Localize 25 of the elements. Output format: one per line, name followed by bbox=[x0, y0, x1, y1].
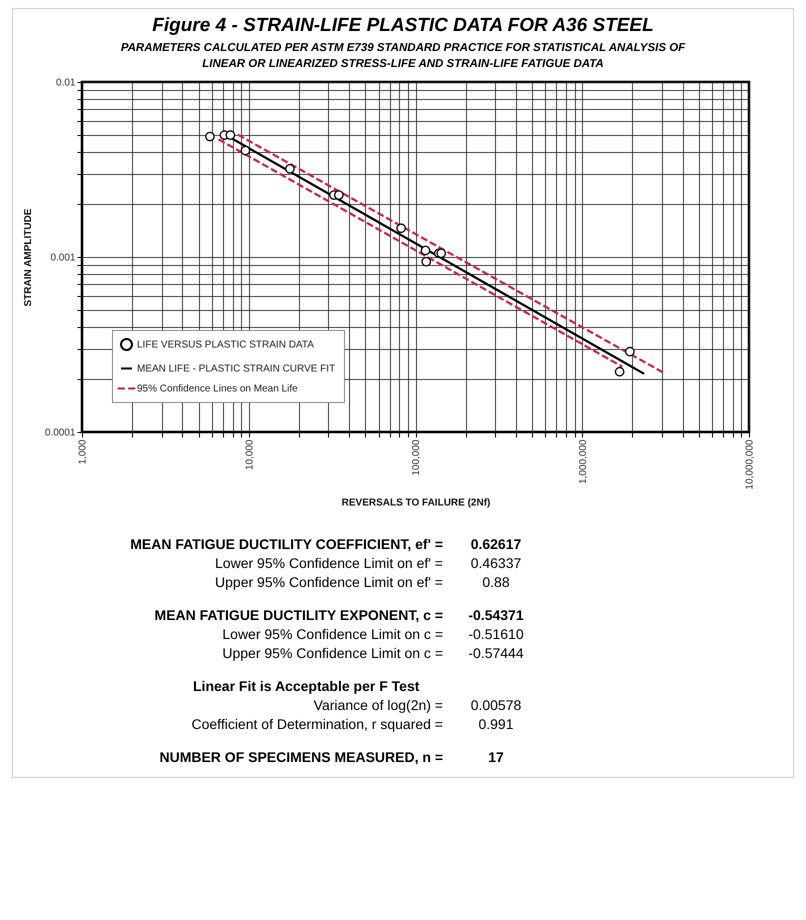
x-tick-label: 1,000 bbox=[78, 439, 88, 465]
text: Upper 95% Confidence Limit on c = -0.57444 bbox=[222, 645, 524, 661]
text: MEAN FATIGUE DUCTILITY COEFFICIENT, ef' = 0.62617 bbox=[130, 536, 522, 552]
x-tick-label: 10,000,000 bbox=[744, 439, 756, 490]
x-tick-label: 100,000 bbox=[411, 439, 422, 476]
legend-label: 95% Confidence Lines on Mean Life bbox=[137, 384, 298, 394]
x-tick-label: 1,000,000 bbox=[578, 439, 589, 484]
text: NUMBER OF SPECIMENS MEASURED, n = 17 bbox=[159, 749, 504, 765]
y-axis-title: STRAIN AMPLITUDE bbox=[22, 208, 34, 306]
x-tick-label: 10,000 bbox=[244, 439, 256, 470]
x-axis-title: REVERSALS TO FAILURE (2Nf) bbox=[342, 498, 490, 509]
legend-label: LIFE VERSUS PLASTIC STRAIN DATA bbox=[137, 340, 314, 350]
text: Coefficient of Determination, r squared = 0.991 bbox=[192, 716, 514, 732]
text: MEAN FATIGUE DUCTILITY EXPONENT, c = -0.54371 bbox=[154, 607, 524, 623]
text: Linear Fit is Acceptable per F Test bbox=[193, 677, 420, 696]
y-tick-label: 0.001 bbox=[50, 252, 76, 264]
chart-subtitle: PARAMETERS CALCULATED PER ASTM E739 STANDARD PRACTICE FOR STATISTICAL ANALYSIS OF LINEAR OR LINEARIZED STRESS-LIFE AND STRAIN-LIFE FATIGUE DATA bbox=[120, 41, 686, 72]
text: Upper 95% Confidence Limit on ef' = 0.88 bbox=[215, 574, 510, 590]
y-tick-label: 0.0001 bbox=[44, 428, 76, 438]
y-tick-label: 0.01 bbox=[56, 78, 76, 88]
legend-label: MEAN LIFE - PLASTIC STRAIN CURVE FIT bbox=[137, 364, 336, 374]
text: Lower 95% Confidence Limit on c = -0.51610 bbox=[222, 626, 524, 642]
chart-title: Figure 4 - STRAIN-LIFE PLASTIC DATA FOR A36 STEEL bbox=[151, 15, 655, 37]
text: Lower 95% Confidence Limit on ef' = 0.46337 bbox=[215, 555, 522, 571]
text: Variance of log(2n) = 0.00578 bbox=[314, 697, 522, 713]
